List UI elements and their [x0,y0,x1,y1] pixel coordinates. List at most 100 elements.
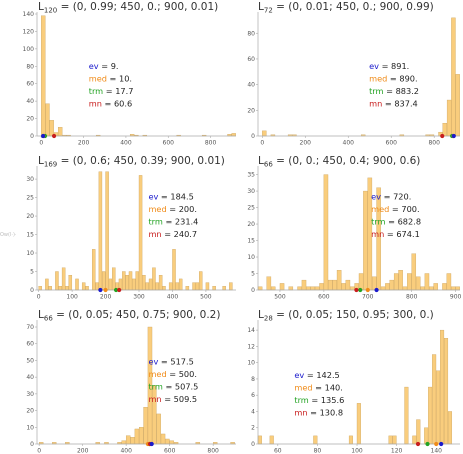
ev-marker [451,133,456,139]
histogram-bar [192,282,196,291]
histogram-bar [152,267,156,291]
histogram-bar [455,286,460,291]
histogram-bar [328,279,333,291]
y-tick-label: 4 [251,408,255,415]
y-tick-label: 0 [30,441,34,448]
ev-stat: ev = 891. [369,61,409,71]
histogram-bar [143,407,148,445]
histogram-bar [385,283,390,291]
x-tick-label: 200 [100,294,112,301]
ev-stat-key: ev [148,357,158,367]
histogram-bar [95,282,99,291]
x-tick-label: 400 [120,448,132,454]
histogram-bar [451,17,456,137]
mn-stat-value: = 674.1 [384,229,420,239]
ev-stat: ev = 184.5 [148,192,193,202]
ev-stat-key: ev [371,192,381,202]
ev-stat-value: = 517.5 [158,357,194,367]
histogram-bar [155,282,159,291]
y-tick-label: 0 [30,133,34,140]
histogram-bar [139,427,144,445]
histogram-bar [128,271,133,291]
histogram-bar [98,171,103,291]
y-tick-label: 25 [26,195,34,202]
ev-marker [149,441,154,447]
histogram-bar [279,283,285,291]
histogram-bar [195,282,200,291]
mn-stat: mn = 60.6 [89,98,132,108]
histogram-bar [404,386,409,445]
mn-stat-key: mn [294,408,307,418]
ev-stat-value: = 891. [379,61,409,71]
y-tick-label: 10 [26,424,34,431]
med-stat-key: med [89,73,107,83]
y-tick-label: 80 [247,30,255,37]
histogram-bar [75,278,79,291]
med-stat-value: = 140. [313,383,343,393]
trm-stat-key: trm [148,382,162,392]
x-tick-label: 60 [274,448,282,454]
histogram-bar [205,282,210,291]
med-marker [103,287,108,293]
histogram-bar [310,286,316,291]
y-tick-label: 40 [26,374,34,381]
histogram-bar [411,253,417,291]
histogram-bar [55,271,59,291]
histogram-bar [168,282,173,291]
y-tick-label: 0 [251,287,255,294]
mn-marker [354,287,359,293]
med-stat-value: = 200. [167,204,197,214]
ev-stat-value: = 142.5 [304,370,340,380]
mn-stat: mn = 240.7 [148,229,197,239]
histogram-bar [371,276,377,291]
ev-stat-value: = 184.5 [158,192,194,202]
x-tick-label: 140 [431,448,443,454]
ev-stat-key: ev [369,61,379,71]
y-tick-label: 30 [247,188,255,195]
histogram-bar [148,278,153,291]
histogram-bar [420,286,425,291]
y-tick-label: 50 [26,357,34,364]
histogram-panel: L169 = (0, 0.6; 450, 0.39; 900, 0.01) 0 10… [26,155,236,301]
mn-stat: mn = 837.4 [369,98,418,108]
y-tick-label: 40 [26,98,34,105]
histogram-bar [363,190,368,291]
ev-stat: ev = 142.5 [294,370,339,380]
y-tick-label: 15 [247,238,255,245]
histogram-bar [134,428,140,445]
histogram-panel: L72 = (0, 0.01; 450, 0.; 900, 0.99)0 200 4… [247,1,460,147]
med-stat-value: = 500. [167,369,197,379]
histogram-bar [269,435,274,445]
histogram-bar [172,249,176,291]
ev-stat-key: ev [89,61,99,71]
y-tick-label: 12 [247,343,255,350]
x-tick-label: 200 [300,140,312,147]
title-letter: L [258,309,264,321]
histogram-bar [356,403,361,445]
chart-title: L66 = (0, 0.; 450, 0.4; 900, 0.6) [258,155,420,169]
histogram-bar [257,435,262,445]
histogram-bar [125,435,131,445]
ev-stat-value: = 9. [99,61,119,71]
x-tick-label: 800 [205,140,217,147]
y-tick-label: 25 [247,205,255,212]
histogram-bar [336,270,342,291]
med-stat-key: med [371,204,389,214]
histogram-bar [407,273,412,291]
x-tick-label: 400 [343,140,355,147]
histogram-bar [169,440,174,445]
x-tick-label: 120 [391,448,403,454]
histogram-bar [314,286,320,291]
ev-marker [41,133,46,139]
ev-marker [439,441,444,447]
trm-stat-key: trm [371,217,385,227]
x-tick-label: 600 [318,294,330,301]
histogram-bar [455,74,460,137]
y-tick-label: 30 [26,176,34,183]
histogram-bar [45,278,49,291]
histogram-bar [160,433,166,445]
histogram-bar [447,411,453,445]
med-stat-key: med [148,204,166,214]
chart-title: L72 = (0, 0.01; 450, 0.; 900, 0.99) [258,1,434,15]
trm-stat-key: trm [369,86,383,96]
